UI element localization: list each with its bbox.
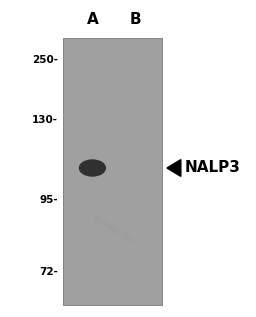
Text: 130-: 130- [32,115,58,125]
Text: A: A [87,12,98,28]
Text: B: B [129,12,141,28]
Ellipse shape [80,160,105,176]
Polygon shape [167,159,181,176]
Text: 250-: 250- [32,55,58,65]
Bar [63,38,162,305]
Text: © ProSci Inc.: © ProSci Inc. [91,214,138,246]
Text: 95-: 95- [39,195,58,205]
Text: 72-: 72- [39,267,58,277]
Text: NALP3: NALP3 [185,160,241,176]
